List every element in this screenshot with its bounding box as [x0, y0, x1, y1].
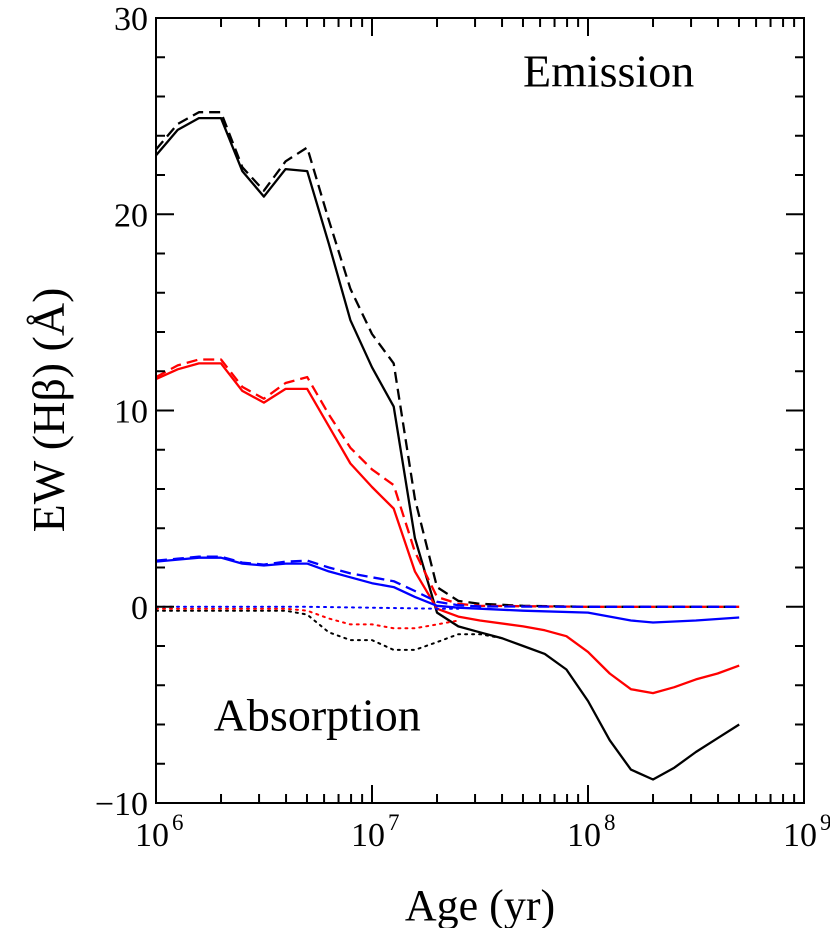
x-tick-label: 10 [567, 817, 601, 854]
emission-annotation: Emission [523, 46, 694, 97]
series-layer [155, 111, 740, 781]
series-line-9-dotted [155, 605, 460, 610]
x-tick-label: 10 [135, 817, 169, 854]
x-tick-label: 10 [783, 817, 817, 854]
x-tick-exponent: 7 [388, 810, 400, 835]
series-line-1-solid [155, 116, 740, 781]
plot-frame [155, 17, 805, 804]
x-tick-exponent: 9 [820, 810, 830, 835]
y-tick-label: 30 [114, 1, 148, 38]
y-tick-label: −10 [95, 786, 148, 823]
y-tick-label: 10 [114, 394, 148, 431]
y-tick-label: 0 [131, 590, 148, 627]
ticks-layer [155, 17, 805, 804]
series-line-2-dashed [155, 111, 740, 608]
series-line-8-dashed [155, 555, 740, 608]
x-tick-exponent: 8 [604, 810, 616, 835]
series-line-5-dashed [155, 358, 740, 608]
series-line-6-dotted [155, 607, 460, 630]
x-tick-label: 10 [351, 817, 385, 854]
y-axis-label: EW (Hβ) (Å) [23, 288, 74, 533]
x-axis-label: Age (yr) [405, 881, 555, 928]
x-tick-exponent: 6 [172, 810, 184, 835]
series-line-4-solid [155, 362, 740, 695]
y-tick-label: 20 [114, 197, 148, 234]
series-line-3-dotted [155, 609, 503, 651]
absorption-annotation: Absorption [214, 689, 421, 740]
